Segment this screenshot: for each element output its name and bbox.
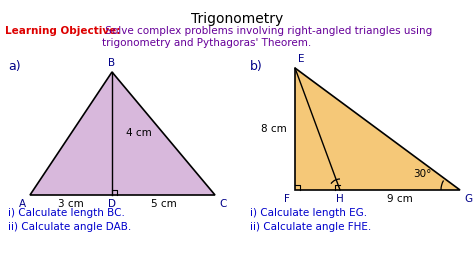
Text: i) Calculate length EG.: i) Calculate length EG. (250, 208, 367, 218)
Text: 3 cm: 3 cm (58, 199, 84, 209)
Text: ii) Calculate angle FHE.: ii) Calculate angle FHE. (250, 222, 371, 232)
Polygon shape (30, 72, 215, 195)
Text: E: E (298, 54, 304, 64)
Text: F: F (284, 194, 290, 204)
Text: ii) Calculate angle DAB.: ii) Calculate angle DAB. (8, 222, 131, 232)
Text: G: G (464, 194, 472, 204)
Text: D: D (108, 199, 116, 209)
Text: i) Calculate length BC.: i) Calculate length BC. (8, 208, 125, 218)
Text: Solve complex problems involving right-angled triangles using
trigonometry and P: Solve complex problems involving right-a… (102, 26, 432, 48)
Text: 9 cm: 9 cm (387, 194, 413, 204)
Text: C: C (219, 199, 227, 209)
Text: B: B (109, 58, 116, 68)
Text: Trigonometry: Trigonometry (191, 12, 283, 26)
Text: a): a) (8, 60, 21, 73)
Polygon shape (295, 68, 460, 190)
Text: Learning Objective:: Learning Objective: (5, 26, 120, 36)
Text: A: A (19, 199, 26, 209)
Text: 5 cm: 5 cm (151, 199, 176, 209)
Text: 8 cm: 8 cm (261, 124, 287, 134)
Text: 4 cm: 4 cm (126, 129, 152, 139)
Text: b): b) (250, 60, 263, 73)
Text: H: H (336, 194, 344, 204)
Text: 30°: 30° (413, 169, 431, 179)
